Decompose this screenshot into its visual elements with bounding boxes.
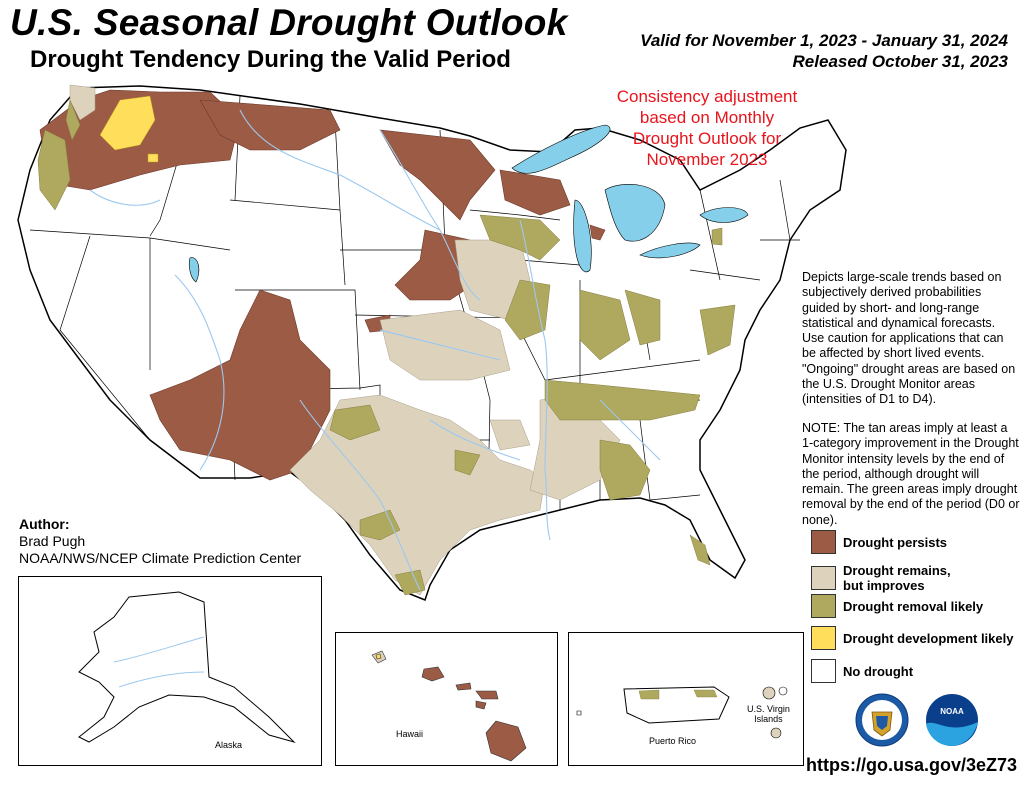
legend-swatch-no-drought — [811, 659, 836, 683]
released-date-line: Released October 31, 2023 — [792, 52, 1008, 71]
legend-item-improves: Drought remains, but improves — [811, 563, 951, 593]
puerto-rico-map — [576, 686, 788, 739]
noaa-logo-icon: NOAA — [926, 694, 978, 746]
author-heading: Author: — [19, 516, 70, 532]
drought-improves-areas — [69, 84, 621, 596]
hawaii-label: Hawaii — [396, 729, 424, 739]
puerto-rico-inset: Puerto Rico U.S. Virgin Islands — [568, 632, 804, 766]
description-text: Depicts large-scale trends based on subj… — [802, 270, 1016, 407]
hawaii-map — [371, 650, 527, 762]
legend-swatch-persists — [811, 530, 836, 554]
legend-swatch-development — [811, 626, 836, 650]
rivers — [89, 109, 661, 591]
legend-swatch-removal — [811, 594, 836, 618]
info-url-link[interactable]: https://go.usa.gov/3eZ73 — [806, 755, 1018, 775]
legend-label-persists: Drought persists — [843, 534, 948, 550]
consistency-note: Consistency adjustment based on Monthly … — [598, 86, 816, 170]
legend-label-no-drought: No drought — [843, 663, 914, 679]
consistency-line-2: based on Monthly — [639, 108, 775, 127]
legend-label-removal: Drought removal likely — [843, 598, 984, 614]
drought-persists-areas — [39, 89, 606, 481]
hawaii-inset: Hawaii — [335, 632, 558, 766]
author-org: NOAA/NWS/NCEP Climate Prediction Center — [19, 550, 302, 566]
noaa-logo-text: NOAA — [940, 707, 964, 716]
alaska-inset: Alaska — [18, 576, 322, 766]
great-lakes — [188, 124, 749, 283]
usvi-label: U.S. Virgin Islands — [747, 704, 790, 724]
author-block: Author: Brad Pugh NOAA/NWS/NCEP Climate … — [19, 516, 301, 567]
legend-swatch-improves — [811, 566, 836, 590]
map-title: U.S. Seasonal Drought Outlook — [10, 2, 568, 43]
map-subtitle: Drought Tendency During the Valid Period — [30, 46, 511, 73]
doc-seal-icon — [855, 693, 909, 747]
consistency-line-4: November 2023 — [646, 150, 768, 169]
alaska-label: Alaska — [215, 740, 243, 750]
consistency-line-3: Drought Outlook for — [632, 129, 782, 148]
legend-item-no-drought: No drought — [811, 659, 913, 683]
drought-removal-areas — [37, 99, 736, 596]
note-text: NOTE: The tan areas imply at least a 1-c… — [802, 421, 1020, 527]
drought-development-areas — [99, 95, 159, 163]
valid-dates: Valid for November 1, 2023 - January 31,… — [640, 30, 1008, 72]
valid-period-line: Valid for November 1, 2023 - January 31,… — [640, 31, 1008, 50]
legend-item-persists: Drought persists — [811, 530, 947, 554]
legend-label-development: Drought development likely — [843, 630, 1014, 646]
legend-label-improves-2: but improves — [843, 578, 925, 593]
author-name: Brad Pugh — [19, 533, 86, 549]
usvi-label-line-2: Islands — [754, 714, 783, 724]
legend-item-removal: Drought removal likely — [811, 594, 983, 618]
alaska-map — [78, 591, 296, 743]
puerto-rico-label: Puerto Rico — [649, 736, 697, 746]
legend-item-development: Drought development likely — [811, 626, 1013, 650]
legend-label-improves-1: Drought remains, — [843, 563, 951, 578]
usvi-label-line-1: U.S. Virgin — [747, 704, 790, 714]
alaska-shape — [78, 591, 296, 743]
consistency-line-1: Consistency adjustment — [616, 87, 798, 106]
